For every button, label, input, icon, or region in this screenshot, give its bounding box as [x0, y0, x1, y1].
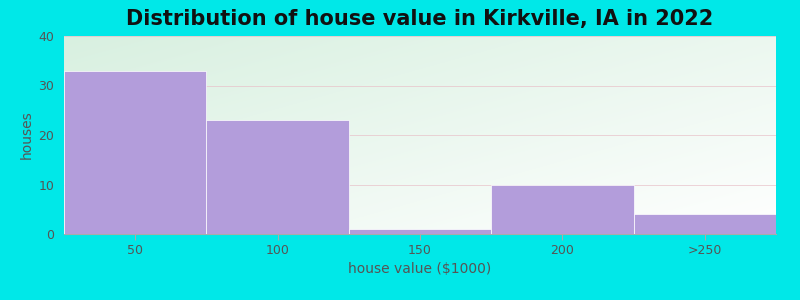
Bar	[206, 120, 349, 234]
Title: Distribution of house value in Kirkville, IA in 2022: Distribution of house value in Kirkville…	[126, 9, 714, 29]
Bar	[64, 71, 206, 234]
Bar	[349, 229, 491, 234]
Bar	[634, 214, 776, 234]
Y-axis label: houses: houses	[20, 111, 34, 159]
Bar	[491, 184, 634, 234]
X-axis label: house value ($1000): house value ($1000)	[348, 262, 492, 276]
